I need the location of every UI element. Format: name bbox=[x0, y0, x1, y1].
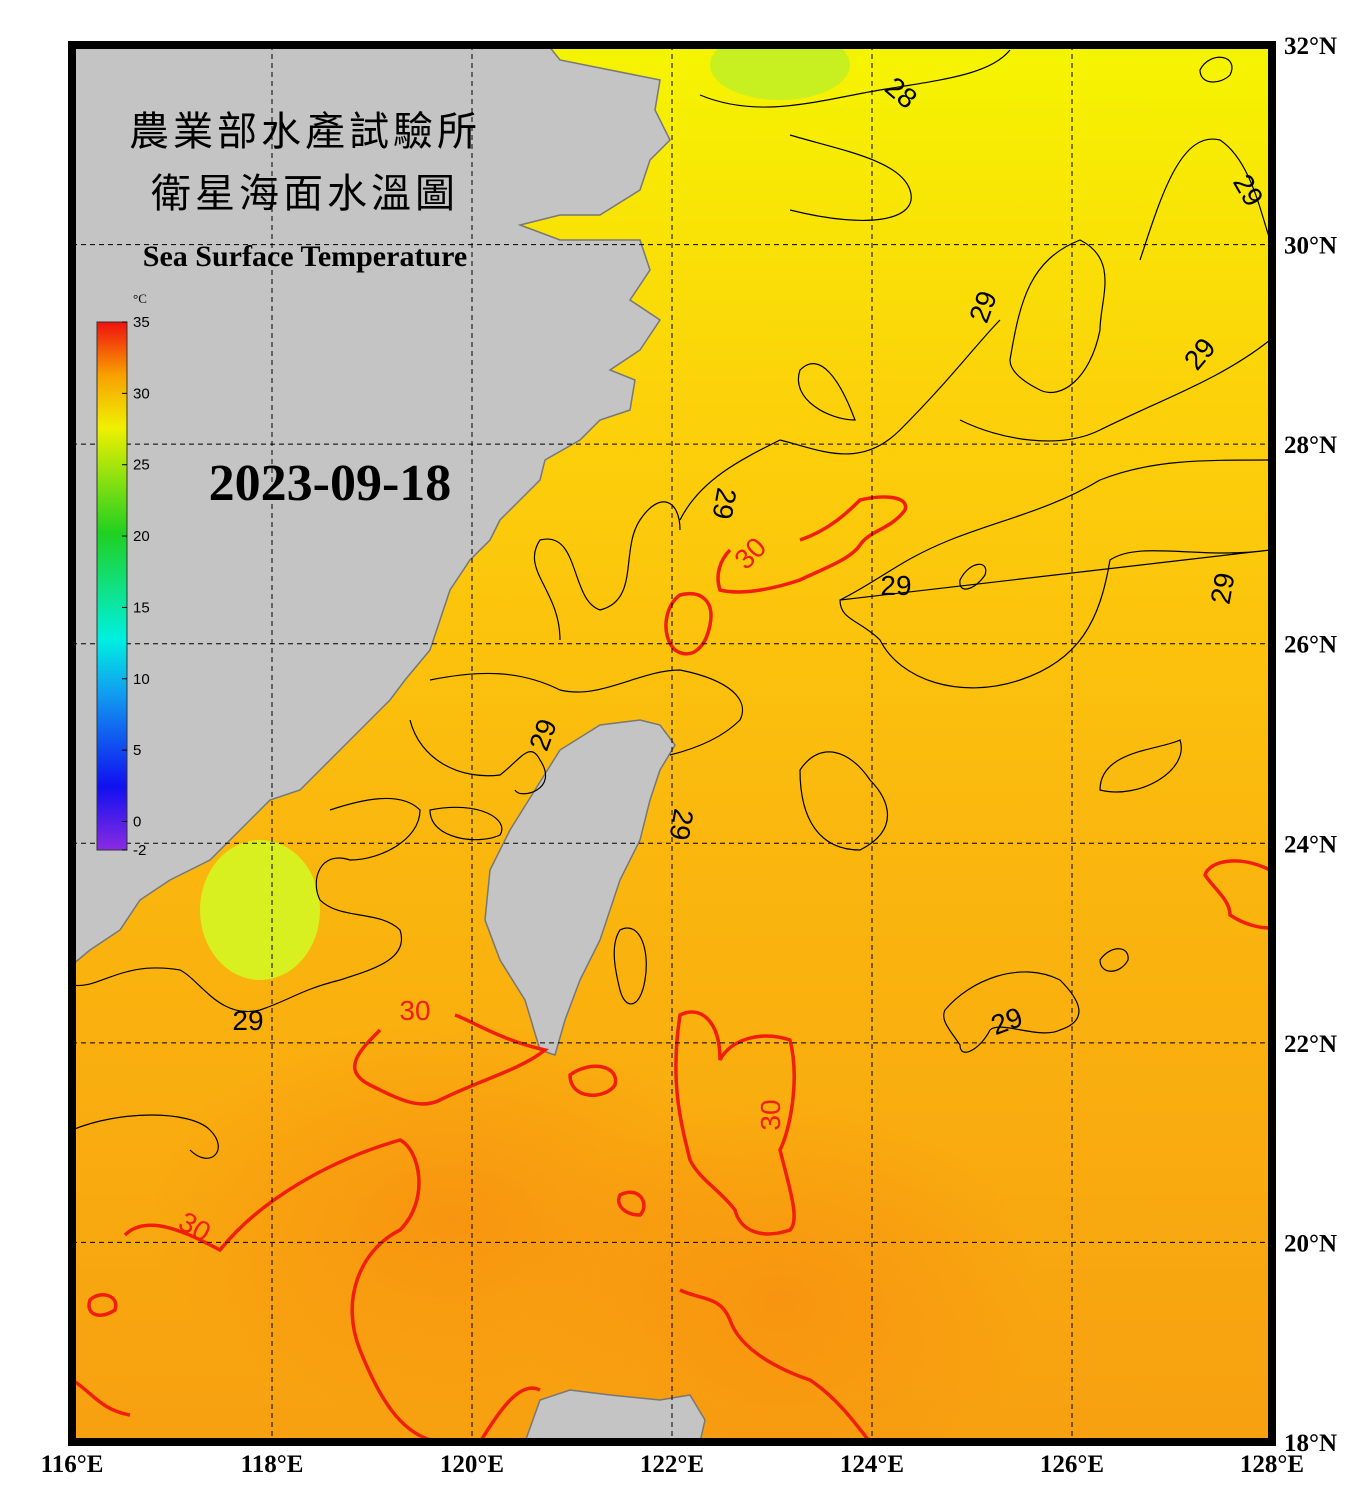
y-tick-label: 24°N bbox=[1284, 831, 1337, 858]
colorbar-unit: °C bbox=[133, 291, 147, 306]
x-tick-label: 126°E bbox=[1040, 1451, 1104, 1478]
contour-line bbox=[72, 1114, 219, 1159]
contour-line-30 bbox=[617, 1190, 646, 1217]
contour-line bbox=[613, 927, 647, 1005]
colorbar-tick-label: 20 bbox=[133, 528, 150, 545]
contour-line bbox=[1099, 948, 1129, 972]
map-frame bbox=[68, 41, 1276, 1446]
contour-line bbox=[789, 134, 912, 221]
contour-label-30: 30 bbox=[399, 995, 430, 1026]
contour-line-30 bbox=[568, 1064, 618, 1097]
x-tick-label: 122°E bbox=[640, 1451, 704, 1478]
title-zh: 農業部水產試驗所 bbox=[129, 109, 481, 154]
contour-line bbox=[429, 669, 744, 756]
contour-line bbox=[1139, 138, 1271, 261]
contour-line bbox=[533, 501, 681, 641]
y-tick-label: 20°N bbox=[1284, 1230, 1337, 1257]
contour-line-30 bbox=[716, 495, 908, 594]
contour-line bbox=[699, 49, 1011, 108]
colorbar bbox=[96, 321, 128, 851]
x-tick-label: 120°E bbox=[440, 1451, 504, 1478]
contour-line bbox=[429, 806, 503, 841]
contour-line-30 bbox=[87, 1293, 118, 1317]
colorbar-tick-label: 35 bbox=[133, 314, 150, 331]
contour-line-30 bbox=[72, 1378, 131, 1417]
colorbar-tick-label: 15 bbox=[133, 599, 150, 616]
cool-patch bbox=[200, 840, 320, 980]
date: 2023-09-18 bbox=[209, 455, 452, 512]
contour-line bbox=[943, 971, 1080, 1053]
y-tick-label: 28°N bbox=[1284, 432, 1337, 459]
contour-line-30 bbox=[664, 592, 713, 656]
colorbar-tick-label: 0 bbox=[133, 813, 141, 830]
subtitle-zh: 衛星海面水溫圖 bbox=[151, 171, 459, 216]
contour-label: 29 bbox=[232, 1005, 263, 1036]
contour-line-30 bbox=[353, 1013, 549, 1106]
contour-line bbox=[799, 751, 888, 851]
contour-line bbox=[797, 363, 856, 421]
colorbar-tick-label: 30 bbox=[133, 385, 150, 402]
cool-patch bbox=[710, 45, 850, 100]
contour-line-30 bbox=[123, 1138, 541, 1442]
x-tick-label: 118°E bbox=[241, 1451, 304, 1478]
contour-line-30 bbox=[674, 1010, 796, 1236]
contour-line-30 bbox=[1203, 859, 1271, 930]
y-tick-label: 26°N bbox=[1284, 632, 1337, 659]
axes: 116°E 118°E 120°E 122°E 124°E 126°E 128°E 32°N 3… bbox=[41, 33, 1337, 1478]
contour-label: 29 bbox=[663, 807, 699, 843]
x-tick-label: 128°E bbox=[1240, 1451, 1304, 1478]
colorbar-tick-label: -2 bbox=[133, 842, 146, 859]
contour-line bbox=[679, 319, 1271, 521]
contour-line-30 bbox=[679, 1288, 872, 1442]
map-area: 28 29 29 29 29 30 29 29 29 29 29 30 29 3… bbox=[72, 45, 1272, 1442]
y-tick-label: 30°N bbox=[1284, 233, 1337, 260]
y-tick-label: 32°N bbox=[1284, 33, 1337, 60]
contour-line bbox=[1099, 739, 1182, 793]
contour-label: 29 bbox=[1205, 570, 1241, 606]
colorbar-tick-label: 5 bbox=[133, 742, 141, 759]
contour-label: 29 bbox=[880, 570, 911, 601]
colorbar-tick-label: 25 bbox=[133, 457, 150, 474]
y-tick-label: 22°N bbox=[1284, 1031, 1337, 1058]
contour-line bbox=[72, 797, 421, 1013]
contour-line bbox=[409, 719, 547, 795]
contour-label: 29 bbox=[706, 486, 742, 522]
contour-line bbox=[1199, 56, 1233, 83]
contour-line bbox=[959, 563, 987, 590]
colorbar-tick-label: 10 bbox=[133, 671, 150, 688]
land-china bbox=[72, 45, 671, 966]
warm-patch bbox=[520, 1100, 1040, 1442]
graticule bbox=[72, 45, 1272, 1442]
contour-label-30: 30 bbox=[755, 1099, 786, 1130]
contour-line bbox=[1009, 239, 1106, 394]
title-en: Sea Surface Temperature bbox=[143, 240, 467, 273]
x-tick-label: 124°E bbox=[840, 1451, 904, 1478]
x-tick-label: 116°E bbox=[41, 1451, 104, 1478]
y-tick-label: 18°N bbox=[1284, 1430, 1337, 1457]
land-luzon bbox=[524, 1389, 706, 1442]
